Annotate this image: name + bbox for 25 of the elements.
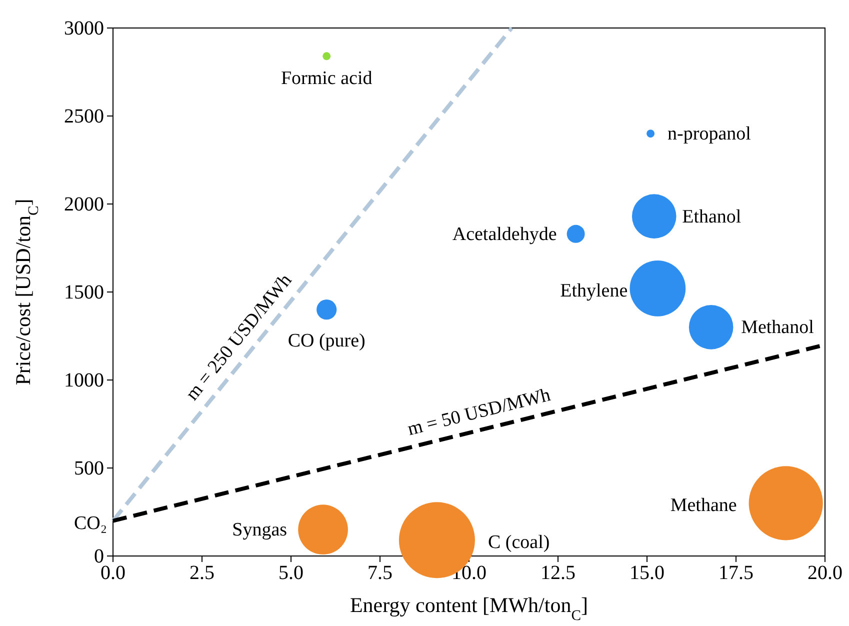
x-tick-label: 12.5 [540, 562, 576, 584]
annotation: CO₂ [74, 512, 107, 534]
y-tick-label: 1000 [64, 369, 104, 392]
x-tick-label: 7.5 [368, 562, 392, 584]
annotation: Acetaldehyde [452, 224, 557, 245]
annotation: Ethanol [682, 206, 742, 228]
x-tick-label: 2.5 [190, 562, 214, 584]
y-tick-label: 3000 [64, 17, 104, 40]
x-tick-label: 15.0 [630, 562, 664, 584]
y-tick-label: 500 [74, 457, 104, 480]
x-tick-label: 17.5 [718, 562, 754, 584]
y-tick-label: 2500 [64, 105, 104, 128]
annotation: Syngas [232, 520, 288, 541]
annotation: n-propanol [668, 124, 751, 145]
x-tick-label: 20.0 [808, 562, 842, 584]
annotation: Methane [670, 495, 737, 516]
y-tick-label: 1500 [64, 281, 104, 304]
y-tick-label: 2000 [64, 193, 104, 216]
text: m = 50 USD/MWh [405, 384, 554, 440]
annotation: Methanol [741, 317, 814, 338]
x-tick-label: 5.0 [278, 562, 304, 584]
x-axis-title: Energy content [MWh/ton$_{C}$] [350, 593, 588, 624]
annotation: Ethylene [560, 280, 628, 302]
annotation: C (coal) [488, 532, 550, 554]
annotation: Formic acid [280, 68, 373, 90]
